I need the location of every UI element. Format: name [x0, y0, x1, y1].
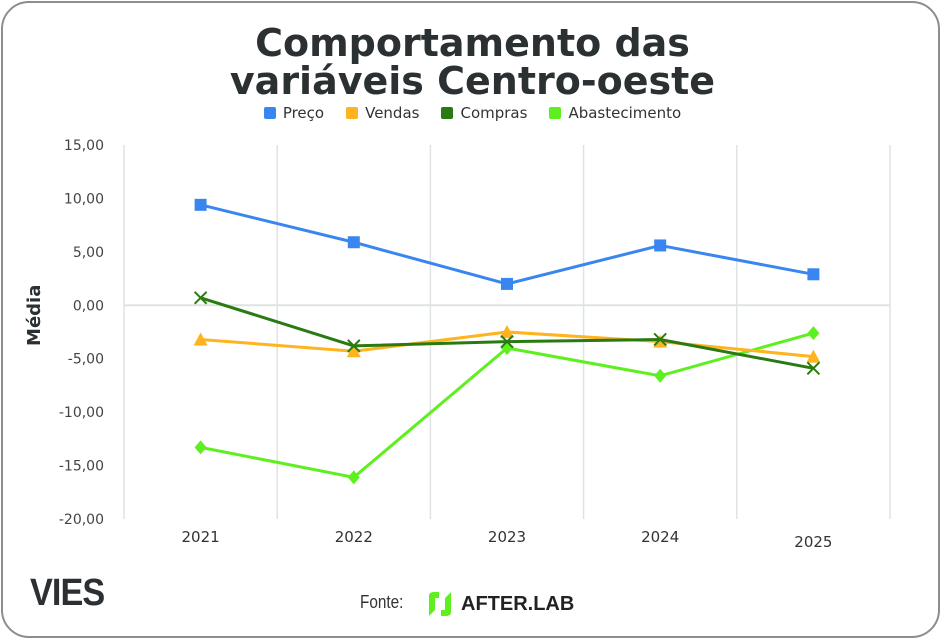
legend: Preço Vendas Compras Abastecimento: [0, 104, 945, 122]
chart-title: Comportamento das variáveis Centro-oeste: [0, 24, 945, 100]
afterlab-icon: [429, 592, 451, 616]
legend-item: Preço: [263, 104, 325, 122]
data-point: [194, 198, 207, 211]
y-tick-label: -20,00: [59, 512, 104, 528]
vies-logo: VIES: [30, 572, 105, 614]
y-axis-label: Média: [24, 285, 45, 346]
legend-item: Vendas: [346, 104, 419, 122]
legend-label: Abastecimento: [568, 104, 682, 122]
x-tick-label: 2022: [335, 528, 373, 546]
data-point: [193, 332, 208, 346]
legend-swatch: [263, 107, 276, 119]
series-line-preço: [200, 203, 814, 286]
data-point: [806, 349, 821, 363]
y-tick-label: 0,00: [73, 298, 104, 314]
source-label: Fonte:: [360, 592, 404, 612]
legend-item: Compras: [441, 104, 527, 122]
data-point: [807, 326, 820, 341]
x-tick-label: 2023: [488, 528, 526, 546]
legend-item: Abastecimento: [549, 104, 681, 122]
y-tick-label: 15,00: [64, 138, 104, 154]
afterlab-logo: AFTER.LAB: [425, 590, 574, 618]
title-line-1: Comportamento das: [255, 21, 690, 65]
legend-swatch: [549, 107, 562, 119]
title-line-2: variáveis Centro-oeste: [229, 59, 716, 103]
source-name: AFTER.LAB: [461, 592, 575, 615]
data-point: [500, 334, 514, 349]
data-point: [501, 277, 513, 290]
data-point: [193, 291, 208, 305]
data-point: [654, 368, 667, 383]
y-tick-label: 5,00: [73, 245, 104, 261]
data-point: [346, 344, 361, 358]
legend-label: Compras: [460, 104, 528, 122]
data-point: [194, 440, 207, 455]
data-point: [653, 332, 667, 347]
legend-swatch: [441, 107, 454, 119]
data-point: [347, 470, 360, 485]
legend-label: Vendas: [365, 104, 420, 122]
y-tick-label: 10,00: [64, 191, 104, 207]
y-tick-label: -10,00: [59, 405, 104, 421]
x-tick-label: 2021: [182, 528, 220, 546]
data-point: [806, 361, 821, 376]
y-tick-label: -15,00: [59, 459, 104, 475]
data-point: [807, 268, 820, 281]
data-point: [347, 236, 360, 249]
data-point: [654, 239, 667, 252]
x-tick-label: 2025: [794, 533, 832, 551]
legend-label: Preço: [282, 104, 325, 122]
data-point: [500, 325, 514, 338]
legend-swatch: [346, 107, 359, 119]
y-tick-label: -5,00: [68, 352, 104, 368]
data-point: [347, 339, 361, 353]
x-tick-label: 2024: [641, 528, 679, 546]
